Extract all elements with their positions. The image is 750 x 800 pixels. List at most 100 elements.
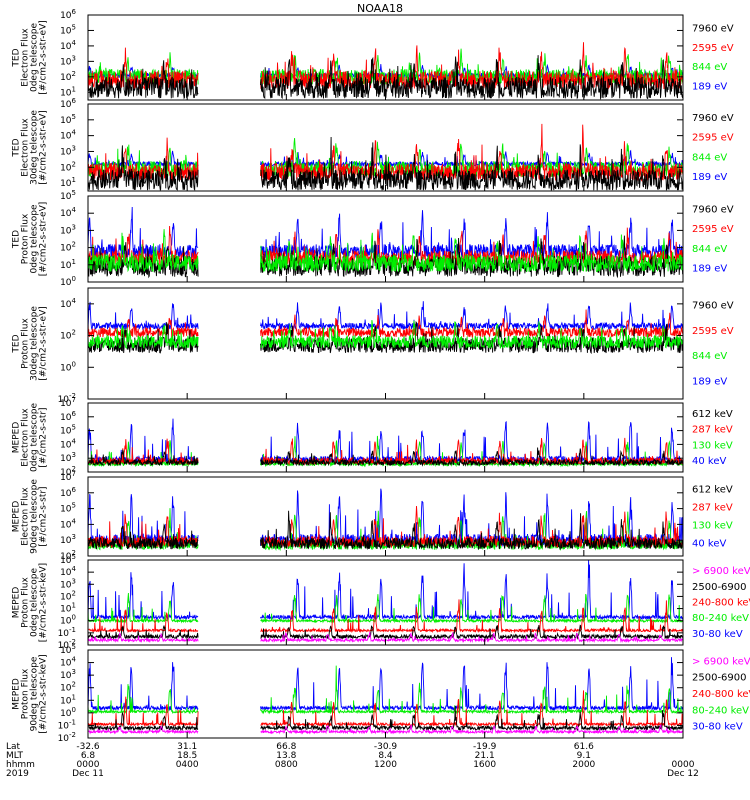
legend-entry: 130 keV (692, 520, 733, 531)
y-axis-label-line: Proton Flux (21, 318, 31, 369)
y-axis-label-line: 90deg telescope (30, 479, 40, 554)
legend-entry: 844 eV (692, 351, 727, 362)
y-tick-exponent: -1 (69, 718, 76, 726)
y-axis-label-line: MEPED (12, 587, 22, 619)
time-tick-mlt: 9.1 (577, 751, 591, 761)
y-axis-label-line: TED (12, 230, 22, 249)
y-tick-exponent: -2 (69, 638, 76, 646)
y-axis-label-line: [#/cm2-s-str-eV] (39, 306, 49, 381)
y-tick-exponent: 1 (72, 602, 76, 610)
y-tick-exponent: 2 (72, 70, 76, 78)
series-line-7-4 (87, 624, 684, 641)
legend-entry: 240-800 keV (692, 598, 750, 609)
y-axis-label-line: 0deg telescope (30, 403, 40, 473)
time-row-label: MLT (6, 751, 24, 761)
y-tick-exponent: 2 (72, 549, 76, 557)
legend-entry: > 6900 keV (692, 656, 750, 667)
time-tick-hhmm: 2000 (572, 760, 595, 770)
series-line-2-4 (87, 136, 684, 192)
y-tick-exponent: 0 (72, 275, 76, 283)
y-axis-label-line: Electron Flux (21, 118, 31, 177)
time-tick-mlt: 6.8 (81, 751, 96, 761)
y-tick-exponent: -2 (69, 731, 76, 739)
series-line-3-4 (87, 229, 684, 273)
y-axis-label-line: 0deg telescope (30, 568, 40, 638)
series-line-4-4 (87, 320, 684, 350)
legend-entry: 612 keV (692, 485, 733, 496)
y-axis-label-line: TED (12, 138, 22, 157)
y-axis-label-line: [#/cm2-s-str-eV] (39, 202, 49, 277)
y-tick-exponent: 2 (72, 329, 76, 337)
y-tick-exponent: 4 (72, 206, 77, 214)
y-tick-exponent: 3 (72, 577, 76, 585)
y-tick-exponent: 5 (72, 424, 76, 432)
y-tick-exponent: 1 (72, 85, 76, 93)
legend-entry: 130 keV (692, 440, 733, 451)
y-tick-exponent: 2 (72, 241, 76, 249)
legend-entry: 2595 eV (692, 133, 734, 144)
y-tick-exponent: 6 (72, 8, 77, 16)
y-tick-exponent: 2 (72, 589, 76, 597)
y-tick-exponent: 3 (72, 451, 76, 459)
y-tick-exponent: 3 (72, 533, 76, 541)
time-tick-lat: -19.9 (473, 742, 497, 752)
legend-entry: 2500-6900 (692, 673, 747, 684)
legend-entry: 189 eV (692, 263, 727, 274)
legend-entry: 189 eV (692, 81, 727, 92)
y-tick-exponent: 3 (72, 54, 76, 62)
time-tick-hhmm: 0000 (77, 760, 100, 770)
time-tick-date: Dec 11 (72, 769, 104, 779)
y-tick-exponent: 3 (72, 144, 76, 152)
y-tick-exponent: 4 (72, 517, 77, 525)
y-tick-exponent: 5 (72, 113, 76, 121)
legend-entry: 612 keV (692, 409, 733, 420)
time-tick-hhmm: 0400 (176, 760, 199, 770)
y-axis-label-line: [#/cm2-s-str-eV] (39, 20, 49, 95)
legend-entry: 40 keV (692, 456, 726, 467)
time-tick-mlt: 18.5 (177, 751, 197, 761)
time-tick-lat: 31.1 (177, 742, 197, 752)
y-axis-label-line: 0deg telescope (30, 204, 40, 274)
y-tick-exponent: 1 (72, 693, 76, 701)
y-axis-label-line: Proton Flux (21, 213, 31, 264)
y-tick-exponent: 0 (72, 614, 76, 622)
series-line-8-2 (87, 665, 684, 715)
y-tick-exponent: 3 (72, 668, 76, 676)
y-tick-exponent: 5 (72, 502, 76, 510)
y-tick-exponent: 5 (72, 189, 76, 197)
y-tick-exponent: 6 (72, 486, 77, 494)
legend-entry: 30-80 keV (692, 629, 743, 640)
y-tick-exponent: -1 (69, 626, 76, 634)
legend-entry: 30-80 keV (692, 722, 743, 733)
y-tick-exponent: 5 (72, 643, 76, 651)
y-axis-label-line: Proton Flux (21, 668, 31, 719)
y-axis-label-line: MEPED (12, 501, 22, 533)
y-axis-label-line: 30deg telescope (30, 110, 40, 185)
y-axis-label-line: [#/cm2-s-str] (39, 486, 49, 546)
y-tick-exponent: 6 (72, 97, 77, 105)
chart-title: NOAA18 (357, 2, 403, 15)
series-line-8-4 (87, 706, 684, 732)
y-axis-label-line: MEPED (12, 678, 22, 710)
y-axis-label-line: 30deg telescope (30, 306, 40, 381)
legend-entry: 40 keV (692, 538, 726, 549)
y-tick-exponent: 2 (72, 465, 76, 473)
time-tick-lat: 61.6 (574, 742, 594, 752)
y-axis-label-line: Electron Flux (21, 408, 31, 467)
y-tick-exponent: 5 (72, 23, 76, 31)
series-line-7-5 (87, 631, 684, 644)
y-axis-label-line: Proton Flux (21, 577, 31, 628)
legend-entry: 189 eV (692, 376, 727, 387)
legend-entry: 287 keV (692, 503, 733, 514)
y-tick-exponent: 4 (72, 297, 77, 305)
y-tick-exponent: 1 (72, 258, 76, 266)
